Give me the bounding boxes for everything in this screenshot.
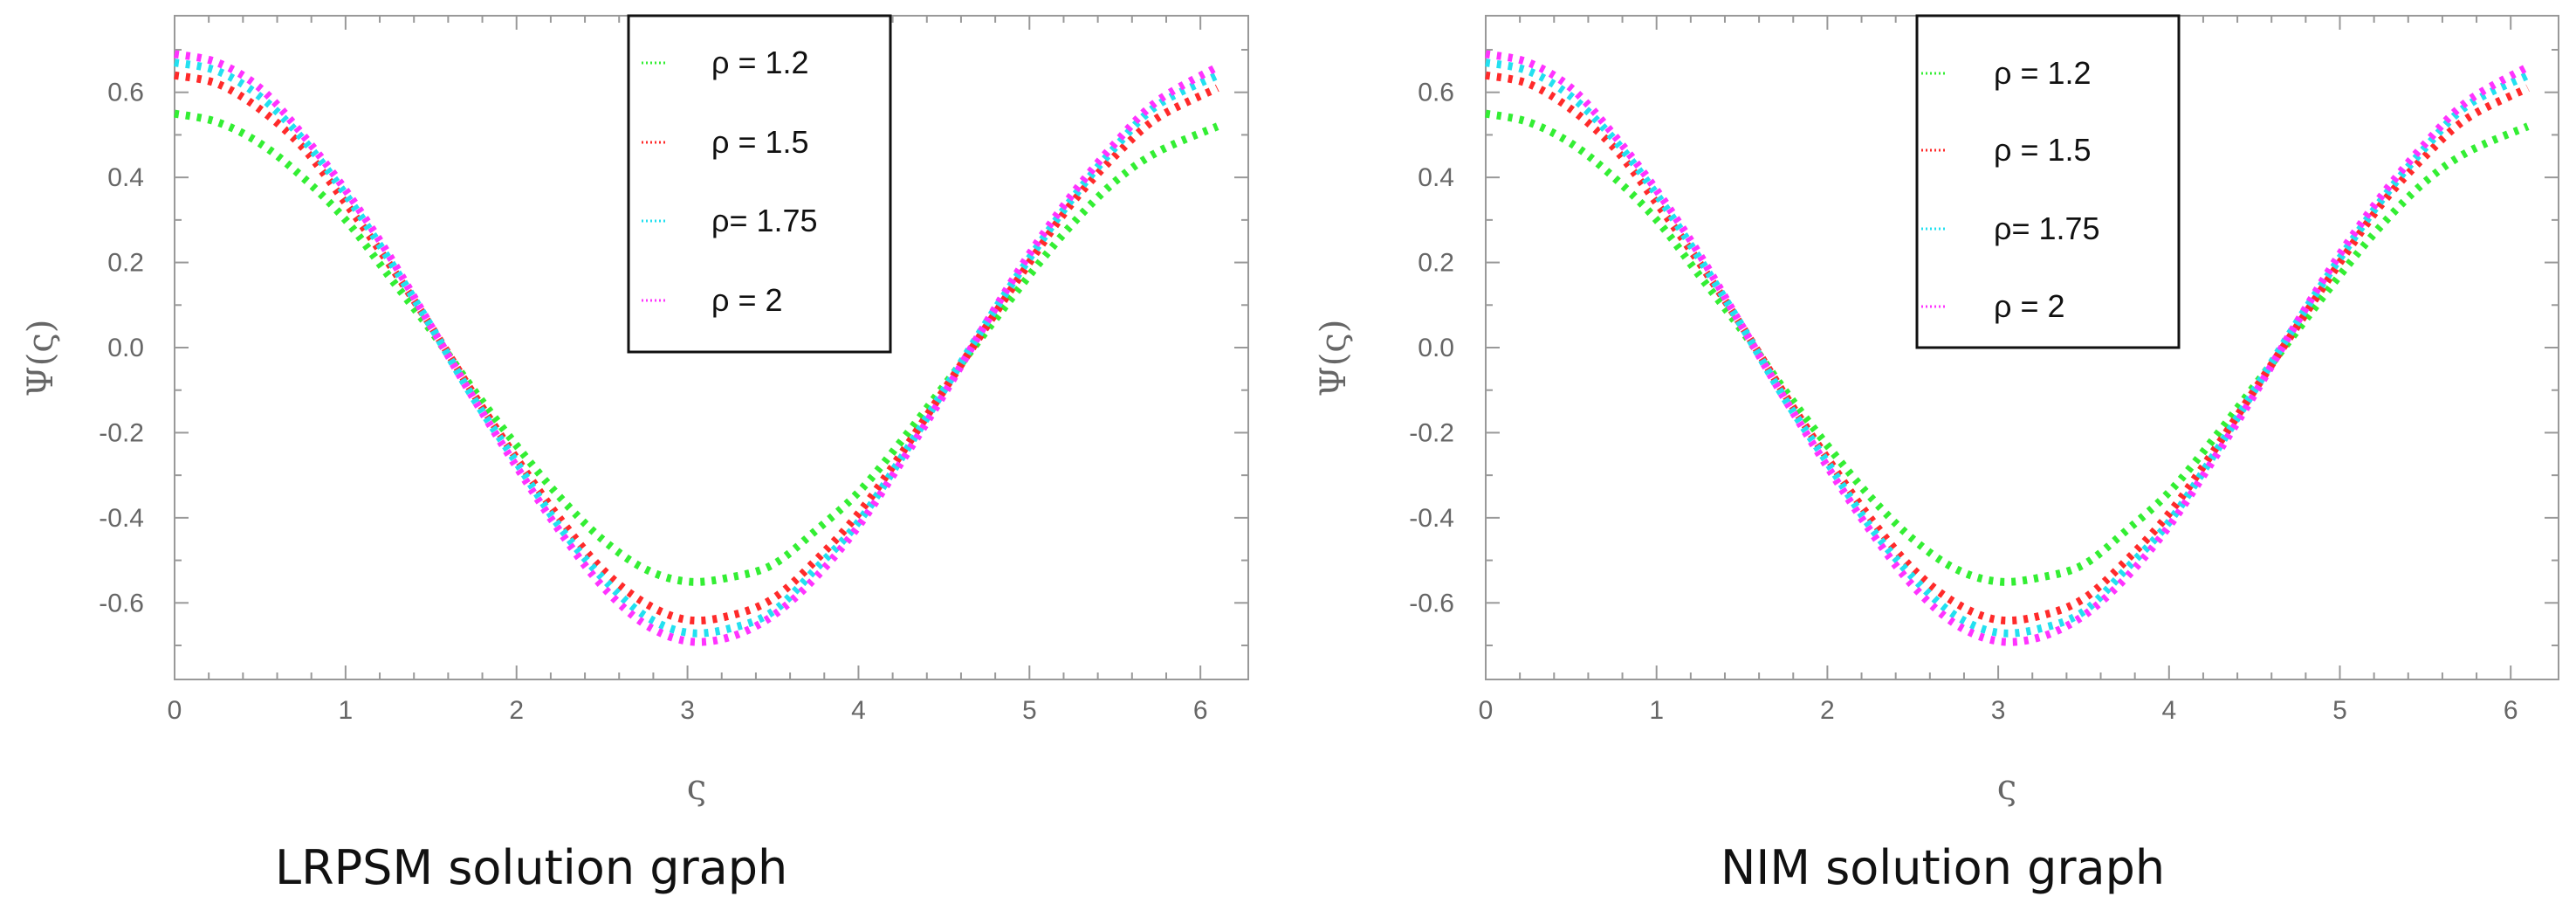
chart-caption: LRPSM solution graph — [275, 840, 787, 895]
x-tick-label: 1 — [1649, 696, 1664, 725]
x-tick-label: 5 — [2332, 696, 2347, 725]
x-tick-label: 6 — [1193, 696, 1208, 725]
nim-chart: NIM solution graph ς Ψ(ς) 0 1 2 3 4 5 6 0.6 0.4 0… — [1314, 14, 2559, 895]
legend-label: ρ = 1.2 — [1994, 55, 2092, 91]
legend-label: ρ = 1.2 — [711, 45, 809, 80]
nim-chart-panel: NIM solution graph ς Ψ(ς) 0 1 2 3 4 5 6 0.6 0.4 0… — [1288, 0, 2576, 924]
x-tick-label: 6 — [2504, 696, 2518, 725]
y-tick-label: -0.4 — [1409, 504, 1454, 533]
legend-box — [627, 14, 892, 354]
y-tick-label: 0.0 — [107, 334, 144, 362]
x-tick-label: 0 — [1479, 696, 1494, 725]
legend-box — [1915, 14, 2181, 349]
y-tick-label: 0.6 — [1418, 79, 1454, 107]
x-tick-label: 4 — [2161, 696, 2176, 725]
x-tick-label: 3 — [680, 696, 695, 725]
lrpsm-chart: LRPSM solution graph ς Ψ(ς) 0 1 2 3 4 5 6 0.6 0.… — [21, 14, 1249, 895]
series-line — [174, 59, 1219, 638]
x-tick-label: 3 — [1991, 696, 2006, 725]
legend-label: ρ = 2 — [1994, 288, 2065, 324]
x-tick-label: 1 — [339, 696, 354, 725]
y-tick-label: 0.2 — [107, 249, 144, 278]
chart-caption: NIM solution graph — [1721, 840, 2165, 895]
legend-label: ρ = 1.5 — [711, 124, 809, 160]
legend-label: ρ= 1.75 — [711, 203, 818, 238]
y-axis-title: Ψ(ς) — [21, 320, 61, 397]
series-line — [1485, 71, 2530, 625]
x-tick-label: 2 — [509, 696, 524, 725]
lrpsm-chart-panel: LRPSM solution graph ς Ψ(ς) 0 1 2 3 4 5 6 0.6 0.… — [21, 14, 1249, 895]
y-tick-label: 0.0 — [1418, 334, 1454, 362]
series-line — [174, 71, 1219, 625]
series-line — [1485, 50, 2531, 646]
x-axis-title: ς — [1997, 768, 2016, 808]
y-tick-label: -0.2 — [99, 418, 144, 447]
y-tick-label: -0.4 — [99, 504, 144, 533]
y-axis-title: Ψ(ς) — [1314, 320, 1354, 397]
y-tick-label: 0.2 — [1418, 249, 1454, 278]
legend-label: ρ = 2 — [711, 282, 783, 318]
series-line — [174, 50, 1219, 646]
y-tick-label: -0.6 — [1409, 589, 1454, 617]
x-tick-label: 5 — [1022, 696, 1037, 725]
y-tick-label: 0.4 — [107, 163, 144, 192]
y-tick-label: 0.6 — [107, 79, 144, 107]
legend-label: ρ= 1.75 — [1994, 210, 2100, 246]
y-tick-label: 0.4 — [1418, 163, 1454, 192]
x-tick-label: 2 — [1820, 696, 1835, 725]
y-tick-label: -0.2 — [1409, 418, 1454, 447]
y-tick-label: -0.6 — [99, 589, 144, 617]
legend-label: ρ = 1.5 — [1994, 132, 2092, 168]
x-tick-label: 0 — [168, 696, 182, 725]
x-axis-title: ς — [687, 768, 706, 808]
x-tick-label: 4 — [851, 696, 866, 725]
